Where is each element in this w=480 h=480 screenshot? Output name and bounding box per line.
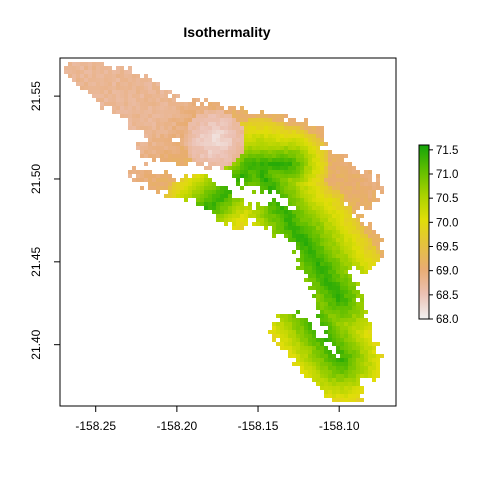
- legend-label: 71.0: [436, 169, 458, 181]
- color-legend: 68.0 68.5 69.0 69.5 70.0 70.5 71.0 71.5: [419, 145, 458, 326]
- x-tick-label: -158.10: [319, 419, 360, 433]
- x-tick-label: -158.25: [75, 419, 116, 433]
- legend-label: 70.0: [436, 217, 458, 229]
- y-tick-label: 21.50: [29, 164, 43, 194]
- y-tick-label: 21.55: [29, 81, 43, 111]
- x-tick-label: -158.15: [238, 419, 279, 433]
- legend-label: 68.0: [436, 314, 458, 326]
- isothermality-raster: [64, 62, 384, 402]
- y-tick-label: 21.45: [29, 246, 43, 276]
- map-title: Isothermality: [183, 24, 270, 40]
- x-tick-label: -158.20: [157, 419, 198, 433]
- legend-label: 70.5: [436, 193, 458, 205]
- legend-label: 69.0: [436, 266, 458, 278]
- x-axis: -158.25 -158.20 -158.15 -158.10: [75, 406, 360, 433]
- legend-label: 68.5: [436, 290, 458, 302]
- y-tick-label: 21.40: [29, 329, 43, 359]
- legend-label: 69.5: [436, 242, 458, 254]
- legend-label: 71.5: [436, 145, 458, 157]
- legend-color-bar: [419, 145, 429, 319]
- y-axis: 21.40 21.45 21.50 21.55: [29, 81, 60, 360]
